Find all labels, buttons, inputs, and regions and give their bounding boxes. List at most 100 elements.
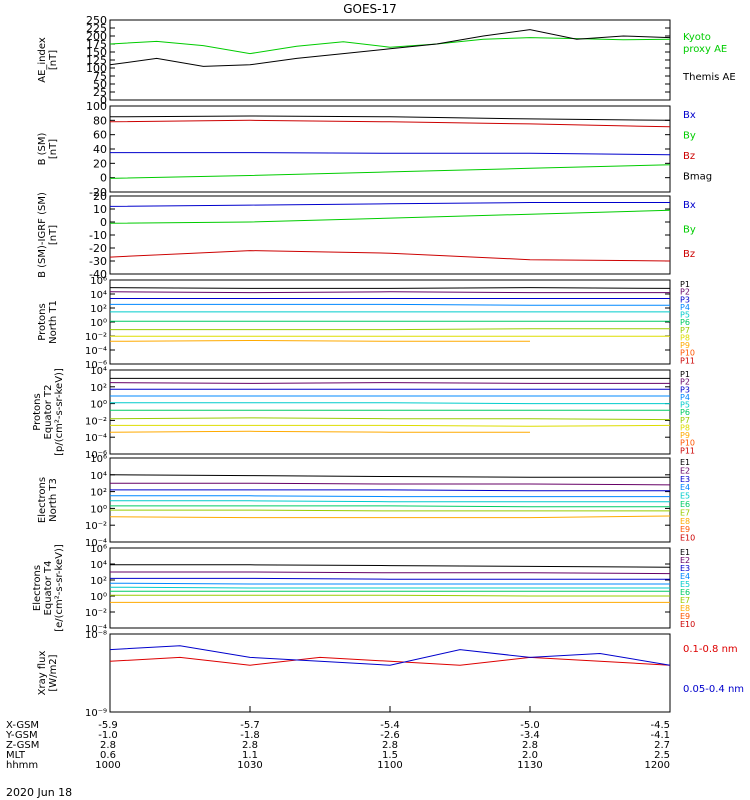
- footer-row-label: Y-GSM: [5, 730, 38, 741]
- y-tick-label: 10⁰: [90, 318, 107, 329]
- y-tick-label: 10⁻⁶: [85, 450, 107, 461]
- legend-entry: E10: [680, 534, 695, 543]
- y-tick-label: 10⁻⁸: [85, 630, 107, 641]
- y-axis-label: Equator T2: [43, 385, 54, 440]
- legend-entry: P5: [680, 311, 690, 320]
- series-line-e8: [109, 515, 671, 519]
- y-tick-label: 20: [93, 157, 107, 170]
- y-tick-label: 0: [100, 172, 107, 185]
- legend-entry: Bz: [683, 249, 695, 260]
- series-line-0-1-0-8-nm: [109, 656, 671, 666]
- legend-entry: E6: [680, 500, 690, 509]
- footer-row-label: MLT: [6, 750, 26, 761]
- panel-frame: [109, 369, 671, 455]
- legend-entry: P3: [680, 295, 690, 304]
- series-line-e5: [109, 586, 670, 589]
- y-tick-label: 225: [86, 22, 107, 35]
- series-line-by: [109, 209, 671, 224]
- legend-entry: E3: [680, 475, 690, 484]
- footer-value: 1130: [517, 760, 542, 771]
- series-line-p7: [109, 417, 671, 421]
- y-tick-label: 0: [100, 94, 107, 107]
- legend-entry: 0.05-0.4 nm: [683, 684, 744, 695]
- panel-frame: [109, 457, 671, 543]
- footer-value: -1.8: [240, 730, 260, 741]
- series-line-kyoto-proxy-ae: [109, 37, 671, 55]
- legend-entry: P1: [680, 370, 690, 379]
- series-line-themis-ae: [109, 29, 671, 67]
- legend-entry: Bx: [683, 110, 696, 121]
- y-tick-label: 10²: [90, 304, 107, 315]
- footer-value: 2.8: [100, 740, 116, 751]
- series-line-p2: [109, 291, 670, 294]
- y-axis-label: [nT]: [48, 50, 59, 70]
- legend-entry: P11: [680, 446, 695, 455]
- footer-value: -4.1: [650, 730, 670, 741]
- y-tick-label: 10⁰: [90, 504, 107, 515]
- footer-value: -5.7: [240, 720, 260, 731]
- y-tick-label: 10⁻⁴: [85, 346, 107, 357]
- series-line-p8: [110, 424, 671, 427]
- series-line-e3: [110, 489, 670, 492]
- y-tick-label: 20: [93, 190, 107, 203]
- footer-value: -3.4: [520, 730, 540, 741]
- y-tick-label: 10⁻²: [85, 608, 107, 619]
- series-line-e2: [110, 571, 671, 575]
- y-tick-label: 10⁴: [90, 471, 107, 482]
- y-tick-label: 10⁶: [90, 276, 107, 287]
- legend-entry: P11: [680, 356, 695, 365]
- legend-entry: P8: [680, 333, 690, 342]
- y-tick-label: 25: [93, 86, 107, 99]
- y-tick-label: 75: [93, 70, 107, 83]
- footer-value: 2.8: [242, 740, 258, 751]
- y-axis-label: Xray flux: [37, 651, 48, 696]
- footer-value: 0.6: [100, 750, 116, 761]
- series-line-e1: [109, 474, 670, 478]
- series-line-e2: [110, 482, 671, 486]
- series-line-e5: [110, 500, 670, 503]
- y-tick-label: 175: [86, 38, 107, 51]
- legend-entry: P5: [680, 401, 690, 410]
- legend-entry: E7: [680, 508, 690, 517]
- y-tick-label: 10⁰: [90, 400, 107, 411]
- panel-frame: [109, 195, 671, 275]
- series-line-p2: [109, 382, 670, 384]
- legend-entry: E1: [680, 458, 690, 467]
- legend-entry: By: [683, 224, 696, 235]
- series-line-e1: [110, 564, 671, 568]
- y-tick-label: -20: [89, 186, 107, 199]
- y-axis-label: Protons: [32, 393, 43, 430]
- y-axis-label: [nT]: [48, 139, 59, 159]
- y-tick-label: 80: [93, 114, 107, 127]
- footer-value: -2.6: [380, 730, 400, 741]
- footer-value: 2.8: [522, 740, 538, 751]
- legend-entry: P2: [680, 288, 690, 297]
- legend-entry: P7: [680, 326, 690, 335]
- series-line-bmag: [109, 115, 671, 121]
- y-axis-label: [W/m2]: [48, 654, 59, 691]
- footer-value: 1200: [645, 760, 670, 771]
- series-line-bz: [109, 119, 671, 128]
- footer-row-label: Z-GSM: [6, 740, 39, 751]
- legend-entry: P6: [680, 408, 690, 417]
- y-tick-label: -10: [89, 229, 107, 242]
- y-axis-label: Protons: [37, 303, 48, 340]
- series-line-p7: [110, 328, 670, 331]
- footer-value: -4.5: [650, 720, 670, 731]
- series-line-e6: [110, 505, 670, 508]
- y-tick-label: 10⁻²: [85, 332, 107, 343]
- legend-entry: 0.1-0.8 nm: [683, 644, 738, 655]
- y-axis-label: North T1: [48, 300, 59, 344]
- y-tick-label: 125: [86, 54, 107, 67]
- y-tick-label: 10⁻²: [85, 521, 107, 532]
- legend-entry: P1: [680, 280, 690, 289]
- panel-pn: 10⁶ 10⁴ 10² 10⁰ 10⁻² 10⁻⁴ 10⁻⁶ Protons North T1 P…: [37, 276, 695, 371]
- legend-entry: P4: [680, 393, 690, 402]
- y-tick-label: 10⁶: [90, 454, 107, 465]
